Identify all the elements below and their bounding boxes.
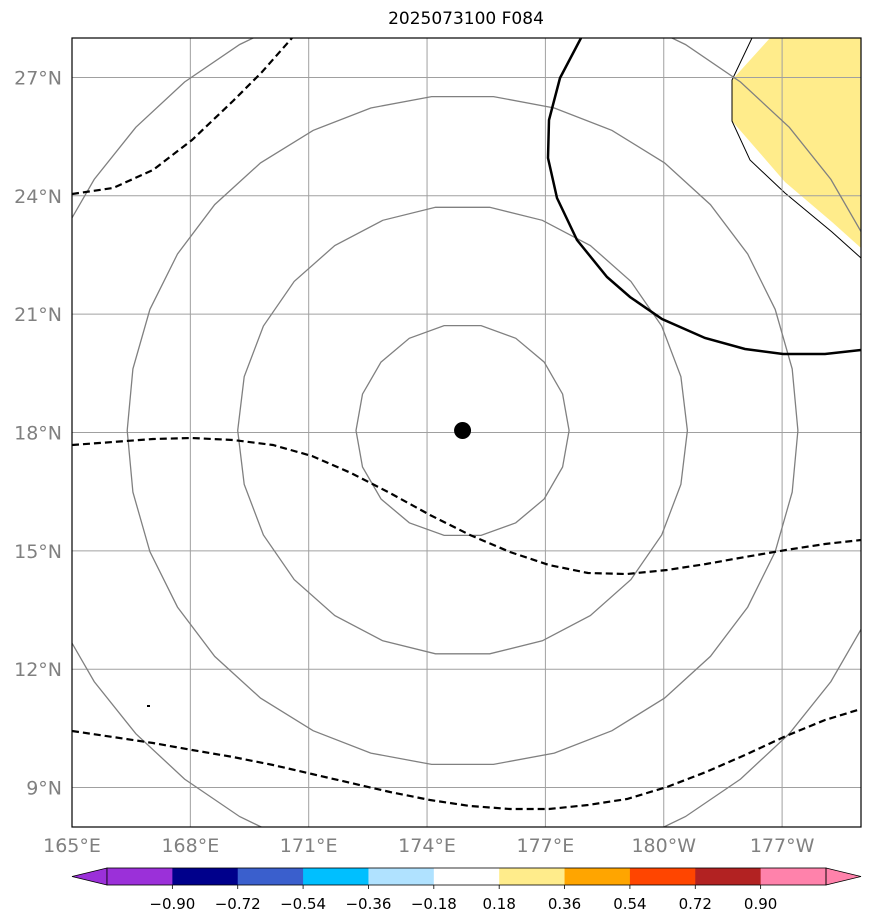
latitude-label: 24°N — [14, 186, 62, 208]
latitude-label: 27°N — [14, 67, 62, 89]
range-ring — [126, 95, 799, 766]
solid-contour-line — [546, 38, 861, 356]
gridlines — [72, 38, 861, 827]
range-ring — [355, 324, 570, 537]
longitude-labels: 165°E 168°E 171°E 174°E 177°E 180°W 177°W — [43, 835, 814, 857]
colorbar-tick-label: −0.90 — [149, 895, 195, 913]
colorbar-segment — [368, 868, 435, 885]
coastline-outline — [731, 38, 861, 259]
anomaly-shaded-region — [732, 38, 861, 248]
longitude-label: 171°E — [280, 835, 338, 857]
dashed-contour-south — [72, 707, 861, 811]
storm-center-marker — [454, 422, 472, 440]
colorbar-segment — [172, 868, 239, 885]
latitude-labels: 27°N 24°N 21°N 18°N 15°N 12°N 9°N — [14, 67, 62, 799]
longitude-label: 174°E — [398, 835, 456, 857]
longitude-label: 165°E — [43, 835, 101, 857]
map-title: 2025073100 F084 — [388, 9, 544, 29]
latitude-label: 12°N — [14, 659, 62, 681]
map-plot-area — [72, 38, 861, 827]
map-frame — [71, 37, 862, 828]
dashed-contour-north — [72, 38, 293, 196]
colorbar-segment — [433, 868, 500, 885]
longitude-label: 180°W — [631, 835, 696, 857]
latitude-label: 9°N — [26, 778, 62, 800]
colorbar-tick-label: 0.90 — [744, 895, 777, 913]
colorbar-tick-label: −0.18 — [411, 895, 457, 913]
longitude-label: 177°E — [517, 835, 575, 857]
colorbar-tick-label: 0.36 — [548, 895, 581, 913]
colorbar-extend-max — [825, 867, 862, 886]
colorbar-tick-label: 0.72 — [679, 895, 712, 913]
longitude-label: 177°W — [750, 835, 815, 857]
colorbar-segment — [303, 868, 369, 885]
colorbar-segment — [107, 868, 173, 885]
colorbar-segment — [564, 868, 631, 885]
colorbar-tick-label: −0.54 — [280, 895, 326, 913]
colorbar-extend-min — [71, 867, 108, 886]
colorbar-tick-label: −0.72 — [215, 895, 261, 913]
colorbar-tick-label: 0.18 — [482, 895, 515, 913]
colorbar-segment — [695, 868, 762, 885]
colorbar: −0.90 −0.72 −0.54 −0.36 −0.18 0.18 0.36 0.54 0.7… — [71, 867, 862, 913]
latitude-label: 18°N — [14, 423, 62, 445]
dashed-contour-middle — [72, 436, 861, 576]
colorbar-segment — [237, 868, 304, 885]
colorbar-segment — [499, 868, 566, 885]
latitude-label: 21°N — [14, 304, 62, 326]
colorbar-outline — [106, 867, 827, 886]
latitude-label: 15°N — [14, 541, 62, 563]
colorbar-segment — [629, 868, 696, 885]
longitude-label: 168°E — [161, 835, 219, 857]
colorbar-segment — [760, 868, 827, 885]
colorbar-tick-label: 0.54 — [613, 895, 646, 913]
range-ring — [72, 38, 861, 827]
colorbar-tick-label: −0.36 — [345, 895, 391, 913]
